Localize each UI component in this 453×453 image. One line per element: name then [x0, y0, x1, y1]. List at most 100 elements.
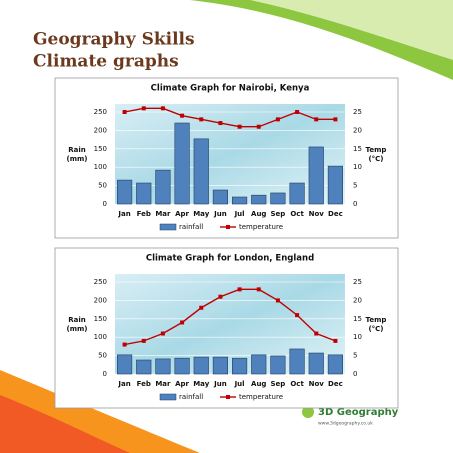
- bar: [289, 348, 305, 375]
- x-tick-label: Oct: [290, 210, 304, 218]
- marker: [218, 121, 223, 126]
- marker: [141, 106, 146, 111]
- y2-tick-label: 0: [353, 370, 357, 378]
- bar: [251, 194, 267, 205]
- x-tick-label: Feb: [137, 210, 151, 218]
- marker: [333, 117, 338, 122]
- x-tick-label: Dec: [328, 380, 343, 388]
- bar: [232, 357, 248, 375]
- bar: [117, 354, 133, 375]
- y2-tick-label: 15: [353, 315, 362, 323]
- line: [124, 107, 336, 128]
- x-tick-label: Apr: [175, 380, 189, 388]
- marker: [180, 320, 185, 325]
- x-tick-label: Feb: [137, 380, 151, 388]
- bar: [327, 165, 343, 205]
- y2-tick-label: 0: [353, 200, 357, 208]
- x-tick-label: Jul: [234, 380, 245, 388]
- marker: [237, 287, 242, 292]
- bar: [327, 354, 343, 375]
- marker: [199, 117, 204, 122]
- y-axis-label: (mm): [67, 155, 88, 163]
- legend-label: rainfall: [179, 223, 203, 231]
- green-swoosh-light: [250, 0, 453, 60]
- marker: [122, 342, 127, 347]
- y-tick-label: 200: [94, 126, 107, 134]
- y2-axis-label: (°C): [368, 155, 383, 163]
- bar: [174, 122, 190, 205]
- x-tick-label: Apr: [175, 210, 189, 218]
- marker: [160, 106, 165, 111]
- logo-icon: [302, 406, 314, 418]
- marker: [199, 305, 204, 310]
- x-tick-label: Jul: [234, 210, 245, 218]
- x-tick-label: May: [193, 210, 209, 218]
- legend-swatch: [159, 223, 177, 231]
- logo-url: www.3dgeography.co.uk: [318, 421, 373, 427]
- y2-axis-label: (°C): [368, 325, 383, 333]
- x-tick-label: Oct: [290, 380, 304, 388]
- line: [124, 288, 336, 346]
- legend-label: rainfall: [179, 393, 203, 401]
- y2-tick-label: 25: [353, 108, 362, 116]
- x-tick-label: Aug: [251, 380, 266, 388]
- y2-tick-label: 10: [353, 333, 362, 341]
- bar: [251, 354, 267, 375]
- x-tick-label: Jun: [213, 210, 227, 218]
- y-tick-label: 0: [103, 370, 107, 378]
- x-tick-label: Jan: [117, 210, 130, 218]
- legend-label: temperature: [239, 393, 283, 401]
- x-tick-label: Jan: [117, 380, 130, 388]
- bar: [212, 189, 228, 205]
- y2-tick-label: 20: [353, 126, 362, 134]
- bar: [308, 146, 324, 205]
- y-tick-label: 50: [98, 182, 107, 190]
- bar: [232, 196, 248, 205]
- chart-title: Climate Graph for Nairobi, Kenya: [151, 84, 310, 94]
- chart-title: Climate Graph for London, England: [146, 254, 314, 264]
- y2-tick-label: 10: [353, 163, 362, 171]
- marker: [122, 110, 127, 114]
- y2-tick-label: 5: [353, 352, 357, 360]
- bar: [117, 179, 133, 205]
- bar: [136, 182, 152, 205]
- header-subtitle: Climate graphs: [33, 52, 179, 72]
- y2-tick-label: 25: [353, 278, 362, 286]
- x-tick-label: Mar: [155, 380, 171, 388]
- bar: [308, 352, 324, 375]
- y-tick-label: 250: [94, 278, 107, 286]
- y-axis-label: (mm): [67, 325, 88, 333]
- y-axis-label: Rain: [68, 146, 86, 154]
- y-tick-label: 100: [94, 333, 107, 341]
- y-tick-label: 50: [98, 352, 107, 360]
- x-tick-label: Dec: [328, 210, 343, 218]
- marker: [333, 338, 338, 343]
- marker: [256, 287, 261, 292]
- marker: [180, 113, 185, 118]
- legend-marker: [226, 225, 230, 229]
- bar: [212, 356, 228, 375]
- bar: [270, 192, 286, 205]
- bar: [155, 169, 171, 205]
- header-title: Geography Skills: [33, 30, 195, 50]
- marker: [275, 298, 280, 303]
- plot-area: [115, 104, 345, 204]
- orange-swoosh-dark: [0, 395, 130, 453]
- marker: [237, 124, 242, 129]
- y2-tick-label: 5: [353, 182, 357, 190]
- y2-tick-label: 15: [353, 145, 362, 153]
- bar: [174, 357, 190, 375]
- bar: [155, 358, 171, 375]
- y-tick-label: 0: [103, 200, 107, 208]
- bar: [270, 355, 286, 375]
- marker: [160, 331, 165, 336]
- legend-marker: [226, 395, 230, 399]
- logo-name: 3D Geography: [318, 407, 399, 418]
- marker: [314, 331, 319, 336]
- x-tick-label: Nov: [309, 210, 325, 218]
- marker: [295, 110, 300, 114]
- bar: [289, 182, 305, 205]
- marker: [314, 117, 319, 122]
- y-tick-label: 150: [94, 315, 107, 323]
